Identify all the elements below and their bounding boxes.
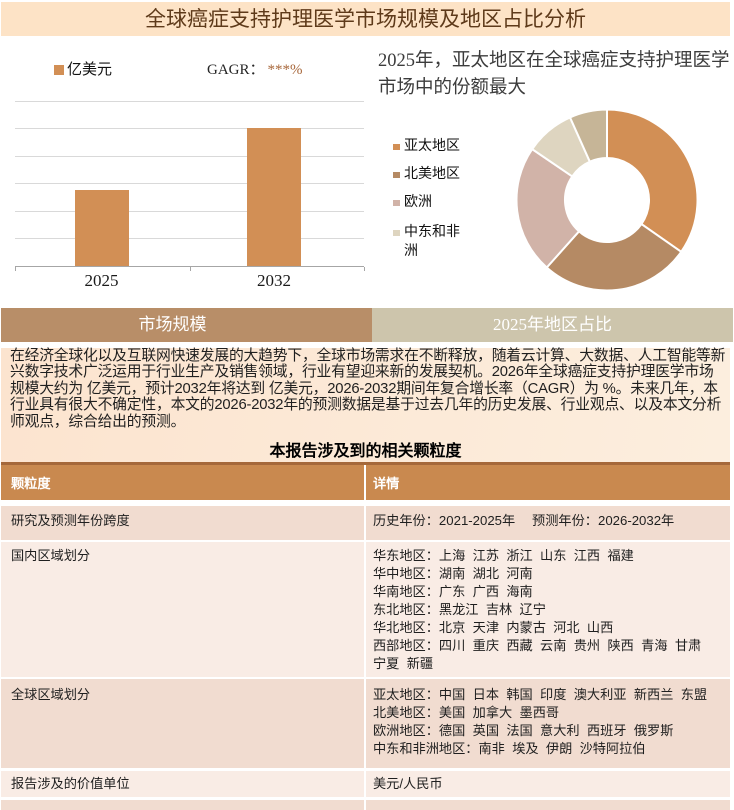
row-label: 研究及预测年份跨度	[11, 512, 130, 528]
gridline	[15, 155, 364, 157]
axis-tick	[15, 267, 16, 271]
donut-legend-item: 亚太地区	[393, 138, 469, 157]
legend-label: 亚太地区	[404, 139, 460, 154]
row-details-cell	[366, 800, 730, 810]
gridline	[15, 128, 364, 130]
banner-left-label: 市场规模	[138, 315, 207, 334]
cagr-prefix: GAGR：	[207, 62, 265, 78]
granularity-table-title: 本报告涉及到的相关颗粒度	[269, 442, 462, 460]
legend-label: 北美地区	[404, 167, 460, 182]
category-label: 2032	[257, 271, 291, 290]
gridline	[15, 100, 364, 102]
column-header-label: 颗粒度	[11, 476, 51, 491]
row-label: 报告涉及的价值单位	[11, 775, 130, 791]
market-size-bar-chart: 亿美元 GAGR： ***% 2025 2032	[0, 36, 370, 300]
column-divider	[364, 505, 366, 540]
table-header-cell-granularity: 颗粒度	[1, 465, 364, 500]
row-label-cell: 国内区域划分	[1, 542, 364, 677]
row-details: 亚太地区：中国 日本 韩国 印度 澳大利亚 新西兰 东盟 北美地区：美国 加拿大…	[373, 686, 708, 756]
row-label-cell: 研究及预测年份跨度	[1, 506, 364, 541]
column-divider	[364, 771, 366, 797]
legend-swatch	[393, 229, 400, 236]
donut-legend-item: 中东和非洲	[393, 224, 469, 261]
table-body: 研究及预测年份跨度 历史年份：2021-2025年 预测年份：2026-2032年…	[1, 500, 730, 810]
table-row	[1, 799, 730, 810]
row-separator	[1, 797, 730, 800]
category-label: 2025	[84, 271, 119, 290]
legend-label: 欧洲	[404, 195, 432, 210]
bar-2025	[74, 190, 129, 266]
table-header-row: 颗粒度 详情	[1, 465, 730, 500]
section-banner-market-size: 市场规模	[1, 308, 372, 342]
row-label-cell	[1, 800, 364, 810]
row-details-cell: 历史年份：2021-2025年 预测年份：2026-2032年	[366, 506, 730, 541]
row-label: 国内区域划分	[11, 547, 91, 563]
gridline	[15, 238, 364, 240]
x-axis-line	[15, 266, 364, 267]
row-details-cell: 美元/人民币	[366, 771, 730, 797]
bar-legend-swatch	[54, 65, 64, 75]
row-details-cell: 亚太地区：中国 日本 韩国 印度 澳大利亚 新西兰 东盟 北美地区：美国 加拿大…	[366, 679, 730, 768]
axis-tick	[364, 267, 365, 271]
cagr-label: GAGR： ***%	[207, 53, 303, 87]
gridline	[15, 183, 364, 185]
row-details: 美元/人民币	[373, 775, 443, 791]
donut-segment-北美地区	[545, 222, 683, 292]
summary-block: 在经济全球化以及互联网快速发展的大趋势下，全球市场需求在不断释放，随着云计算、大…	[1, 348, 730, 462]
banner-right-label: 2025年地区占比	[493, 315, 612, 334]
row-details-cell: 华东地区：上海 江苏 浙江 山东 江西 福建 华中地区：湖南 湖北 河南 华南地…	[366, 542, 730, 677]
row-details: 华东地区：上海 江苏 浙江 山东 江西 福建 华中地区：湖南 湖北 河南 华南地…	[373, 547, 702, 671]
table-row: 全球区域划分 亚太地区：中国 日本 韩国 印度 澳大利亚 新西兰 东盟 北美地区：…	[1, 679, 730, 768]
legend-swatch	[393, 199, 400, 206]
donut-segment-other	[568, 108, 608, 163]
column-header-label: 详情	[373, 476, 400, 491]
summary-paragraph: 在经济全球化以及互联网快速发展的大趋势下，全球市场需求在不断释放，随着云计算、大…	[10, 348, 726, 430]
table-row: 研究及预测年份跨度 历史年份：2021-2025年 预测年份：2026-2032年	[1, 505, 730, 541]
axis-tick	[189, 267, 191, 271]
row-label-cell: 全球区域划分	[1, 679, 364, 768]
row-separator	[1, 500, 730, 506]
granularity-table: 颗粒度 详情 研究及预测年份跨度 历史年份：2021-2025年 预测年份：202…	[1, 462, 730, 810]
column-divider	[364, 542, 366, 677]
table-top-border	[1, 462, 730, 465]
legend-label: 中东和非洲	[404, 225, 460, 259]
donut-legend-item: 北美地区	[393, 166, 469, 185]
legend-swatch	[393, 171, 400, 178]
cagr-masked-value: ***%	[267, 62, 303, 78]
donut-segment-欧洲	[515, 147, 581, 269]
donut-chart	[515, 108, 699, 292]
row-separator	[1, 768, 730, 771]
table-header-cell-details: 详情	[366, 465, 730, 500]
donut-legend-item: 欧洲	[393, 194, 469, 213]
table-row: 国内区域划分 华东地区：上海 江苏 浙江 山东 江西 福建 华中地区：湖南 湖北 …	[1, 542, 730, 677]
column-divider	[364, 465, 366, 500]
bar-legend-label: 亿美元	[67, 62, 113, 78]
row-separator	[1, 677, 730, 679]
row-label: 全球区域划分	[11, 686, 91, 702]
row-separator	[1, 540, 730, 542]
column-divider	[364, 799, 366, 810]
row-details: 历史年份：2021-2025年 预测年份：2026-2032年	[373, 512, 675, 528]
legend-swatch	[393, 143, 400, 150]
table-row: 报告涉及的价值单位 美元/人民币	[1, 771, 730, 797]
donut-segment-亚太地区	[606, 108, 699, 254]
page-title: 全球癌症支持护理医学市场规模及地区占比分析	[145, 7, 586, 31]
gridline	[15, 210, 364, 212]
column-divider	[364, 679, 366, 768]
row-label-cell: 报告涉及的价值单位	[1, 771, 364, 797]
section-banner-region-share: 2025年地区占比	[372, 308, 733, 342]
donut-chart-title: 2025年，亚太地区在全球癌症支持护理医学市场中的份额最大	[378, 50, 730, 99]
header-band: 全球癌症支持护理医学市场规模及地区占比分析	[1, 2, 730, 36]
bar-2032	[247, 128, 301, 266]
